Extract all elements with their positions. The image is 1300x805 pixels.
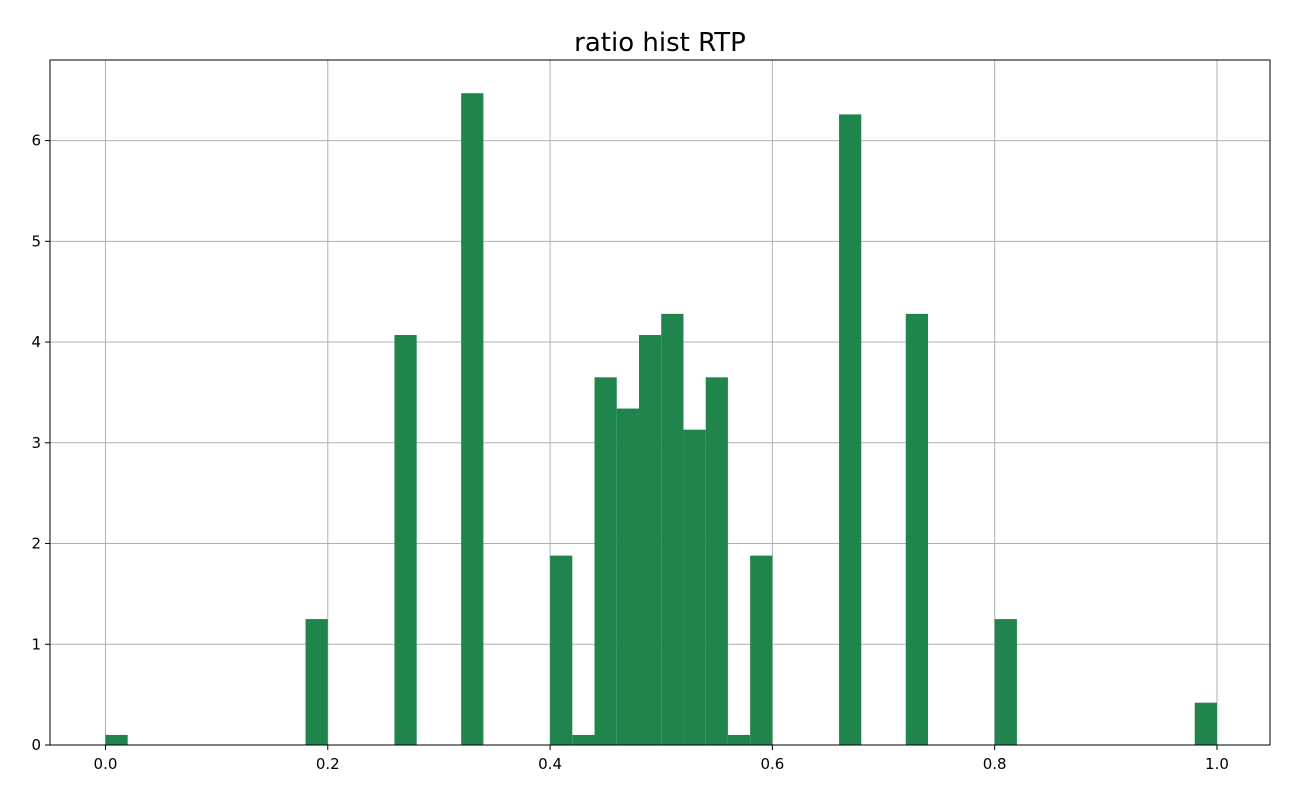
x-axis-ticks: 0.0 0.2 0.4 0.6 0.8 1.0 bbox=[94, 745, 1229, 773]
y-tick-label: 5 bbox=[31, 232, 41, 250]
y-tick-label: 0 bbox=[31, 736, 41, 754]
histogram-bar bbox=[994, 619, 1017, 745]
histogram-bar bbox=[305, 619, 328, 745]
x-tick-label: 1.0 bbox=[1205, 755, 1229, 773]
histogram-bar bbox=[394, 335, 417, 745]
histogram-bar bbox=[550, 555, 573, 745]
y-tick-label: 1 bbox=[31, 635, 41, 653]
x-tick-label: 0.8 bbox=[983, 755, 1007, 773]
histogram-bar bbox=[461, 93, 484, 745]
histogram-bar bbox=[616, 408, 639, 745]
x-tick-label: 0.4 bbox=[538, 755, 562, 773]
x-tick-label: 0.6 bbox=[760, 755, 784, 773]
histogram-bar bbox=[572, 734, 595, 745]
histogram-bar bbox=[683, 429, 706, 745]
histogram-bar bbox=[105, 734, 128, 745]
histogram-bar bbox=[661, 313, 684, 745]
histogram-bar bbox=[1194, 702, 1217, 745]
y-tick-label: 2 bbox=[31, 535, 41, 553]
y-tick-label: 6 bbox=[31, 132, 41, 150]
plot-area-frame bbox=[49, 59, 1271, 746]
histogram-bar bbox=[839, 114, 862, 746]
chart-title: ratio hist RTP bbox=[574, 28, 746, 58]
y-axis-ticks: 0 1 2 3 4 5 6 bbox=[31, 132, 50, 754]
y-tick-label: 4 bbox=[31, 333, 41, 351]
histogram-bars bbox=[105, 93, 1217, 746]
x-tick-label: 0.2 bbox=[316, 755, 340, 773]
x-tick-label: 0.0 bbox=[94, 755, 118, 773]
y-tick-label: 3 bbox=[31, 434, 41, 452]
histogram-bar bbox=[750, 555, 773, 745]
histogram-bar bbox=[638, 335, 662, 745]
histogram-bar bbox=[594, 377, 617, 745]
histogram-bar bbox=[705, 377, 728, 745]
histogram-bar bbox=[905, 313, 928, 745]
histogram-bar bbox=[727, 734, 751, 745]
